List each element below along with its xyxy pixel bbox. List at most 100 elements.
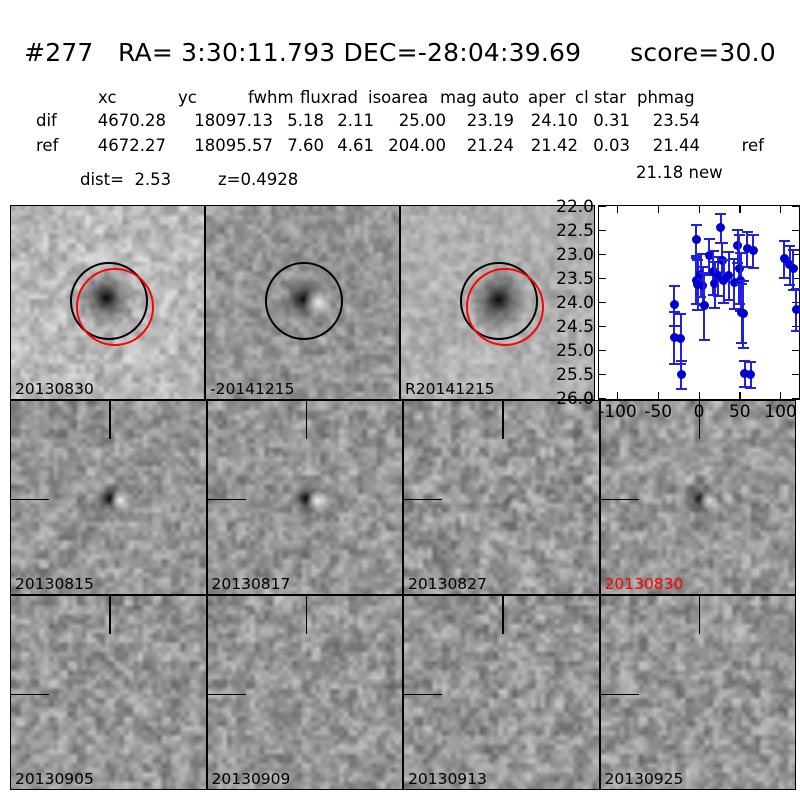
data-point <box>691 235 701 245</box>
cell-dif-cl-star: 0.31 <box>593 111 630 130</box>
error-bar-cap <box>736 342 748 345</box>
crosshair-tick-horizontal <box>600 693 639 696</box>
y-axis-tick <box>599 398 606 400</box>
x-axis-tick <box>616 392 619 399</box>
error-bar-cap <box>715 213 727 216</box>
error-bar-cap <box>735 252 747 255</box>
error-bar-cap <box>736 282 748 285</box>
stamp-date-label: 20130827 <box>408 574 487 593</box>
cell-dif-yc: 18097.13 <box>194 111 273 130</box>
crosshair-tick-vertical <box>698 401 701 440</box>
stamp-date-label: 20130830 <box>604 574 684 593</box>
cell-dif-phmag: 23.54 <box>652 111 700 130</box>
x-axis-tick-label: 50 <box>728 402 751 422</box>
row-label-dif: dif <box>36 111 57 130</box>
image-stamp-20141215[interactable]: -20141215 <box>205 205 400 400</box>
image-stamp-20130830[interactable]: 20130830 <box>599 400 796 595</box>
error-bar-cap <box>718 301 730 304</box>
data-point <box>724 270 734 280</box>
cell-dif-aper: 24.10 <box>530 111 578 130</box>
data-point <box>693 279 703 289</box>
data-point <box>698 280 708 290</box>
col-header-aper: aper <box>528 88 566 107</box>
error-bar-cap <box>709 260 721 263</box>
data-point <box>748 246 758 256</box>
aperture-circle-new <box>76 268 155 347</box>
y-axis-tick <box>599 302 606 304</box>
error-bar-cap <box>690 224 702 227</box>
y-axis-tick-label: 23.0 <box>556 244 594 265</box>
data-point <box>696 270 706 280</box>
error-bar-cap <box>737 347 749 350</box>
error-bar-cap <box>747 267 759 270</box>
error-bar-cap <box>784 245 796 248</box>
cell-ref-xc: 4672.27 <box>97 136 166 155</box>
image-stamp-20130817[interactable]: 20130817 <box>206 400 403 595</box>
crosshair-tick-horizontal <box>207 693 246 696</box>
image-stamp-20130925[interactable]: 20130925 <box>599 595 796 790</box>
col-header-mag-auto: mag auto <box>440 88 520 107</box>
error-bar-cap <box>732 229 744 232</box>
y-axis-tick-label: 26.0 <box>556 388 594 409</box>
stamp-date-label: 20130830 <box>15 379 94 398</box>
cell-ref-aper: 21.42 <box>530 136 578 155</box>
x-axis-tick <box>657 392 660 399</box>
image-stamp-20130905[interactable]: 20130905 <box>10 595 207 790</box>
error-bar-cap <box>690 254 702 257</box>
error-bar-cap <box>778 276 790 279</box>
cell-ref-suffix: ref <box>741 136 764 155</box>
table-row-dif: dif 4670.28 18097.13 5.18 2.11 25.00 23.… <box>0 111 800 131</box>
y-axis-tick <box>599 230 606 232</box>
data-point <box>710 279 720 289</box>
error-bar-cap <box>668 310 680 313</box>
y-axis-tick-label: 22.5 <box>556 220 594 241</box>
error-bar-cap <box>739 386 751 389</box>
error-bar-cap <box>741 265 753 268</box>
crosshair-tick-horizontal <box>600 498 639 501</box>
data-point <box>738 309 748 319</box>
col-header-isoarea: isoarea <box>368 88 429 107</box>
image-stamp-20141215[interactable]: R20141215 <box>400 205 595 400</box>
image-stamp-20130909[interactable]: 20130909 <box>206 595 403 790</box>
col-header-fluxrad: fluxrad <box>300 88 358 107</box>
crosshair-tick-vertical <box>502 596 504 635</box>
x-axis-tick <box>616 206 619 213</box>
error-bar-cap <box>733 233 745 236</box>
y-axis-tick <box>792 350 799 352</box>
light-curve-plot[interactable] <box>598 205 800 400</box>
col-header-fwhm: fwhm <box>248 88 294 107</box>
cell-ref-cl-star: 0.03 <box>593 136 630 155</box>
x-axis-tick-label: 100 <box>764 402 797 422</box>
error-bar-cap <box>709 306 721 309</box>
x-axis-tick <box>698 206 700 213</box>
error-bar-cap <box>741 230 753 233</box>
col-header-yc: yc <box>178 88 197 107</box>
data-point <box>733 240 743 250</box>
data-point <box>676 369 686 379</box>
stamp-date-label: 20130909 <box>211 769 291 788</box>
image-stamp-20130830[interactable]: 20130830 <box>10 205 205 400</box>
aperture-circle-new <box>466 268 545 347</box>
data-point <box>729 278 739 288</box>
stamp-date-label: 20130913 <box>408 769 487 788</box>
image-stamp-20130827[interactable]: 20130827 <box>403 400 600 595</box>
cell-ref-isoarea: 204.00 <box>388 136 446 155</box>
crosshair-tick-horizontal <box>404 693 443 696</box>
cell-ref-mag-auto: 21.24 <box>466 136 514 155</box>
col-header-phmag: phmag <box>637 88 695 107</box>
x-axis-tick-label: -50 <box>644 402 673 422</box>
image-stamp-20130815[interactable]: 20130815 <box>10 400 207 595</box>
image-stamp-20130913[interactable]: 20130913 <box>403 595 600 790</box>
error-bar-cap <box>723 299 735 302</box>
cell-ref-phmag: 21.44 <box>652 136 700 155</box>
crosshair-tick-vertical <box>502 401 504 440</box>
stamp-date-label: -20141215 <box>210 379 295 398</box>
data-point <box>669 332 679 342</box>
data-point <box>708 267 718 277</box>
error-bar-cap <box>790 288 800 291</box>
crosshair-tick-horizontal <box>11 498 50 501</box>
error-bar-cap <box>787 248 799 251</box>
y-axis-tick <box>599 254 606 256</box>
data-point <box>713 271 723 281</box>
cell-dif-mag-auto: 23.19 <box>466 111 514 130</box>
